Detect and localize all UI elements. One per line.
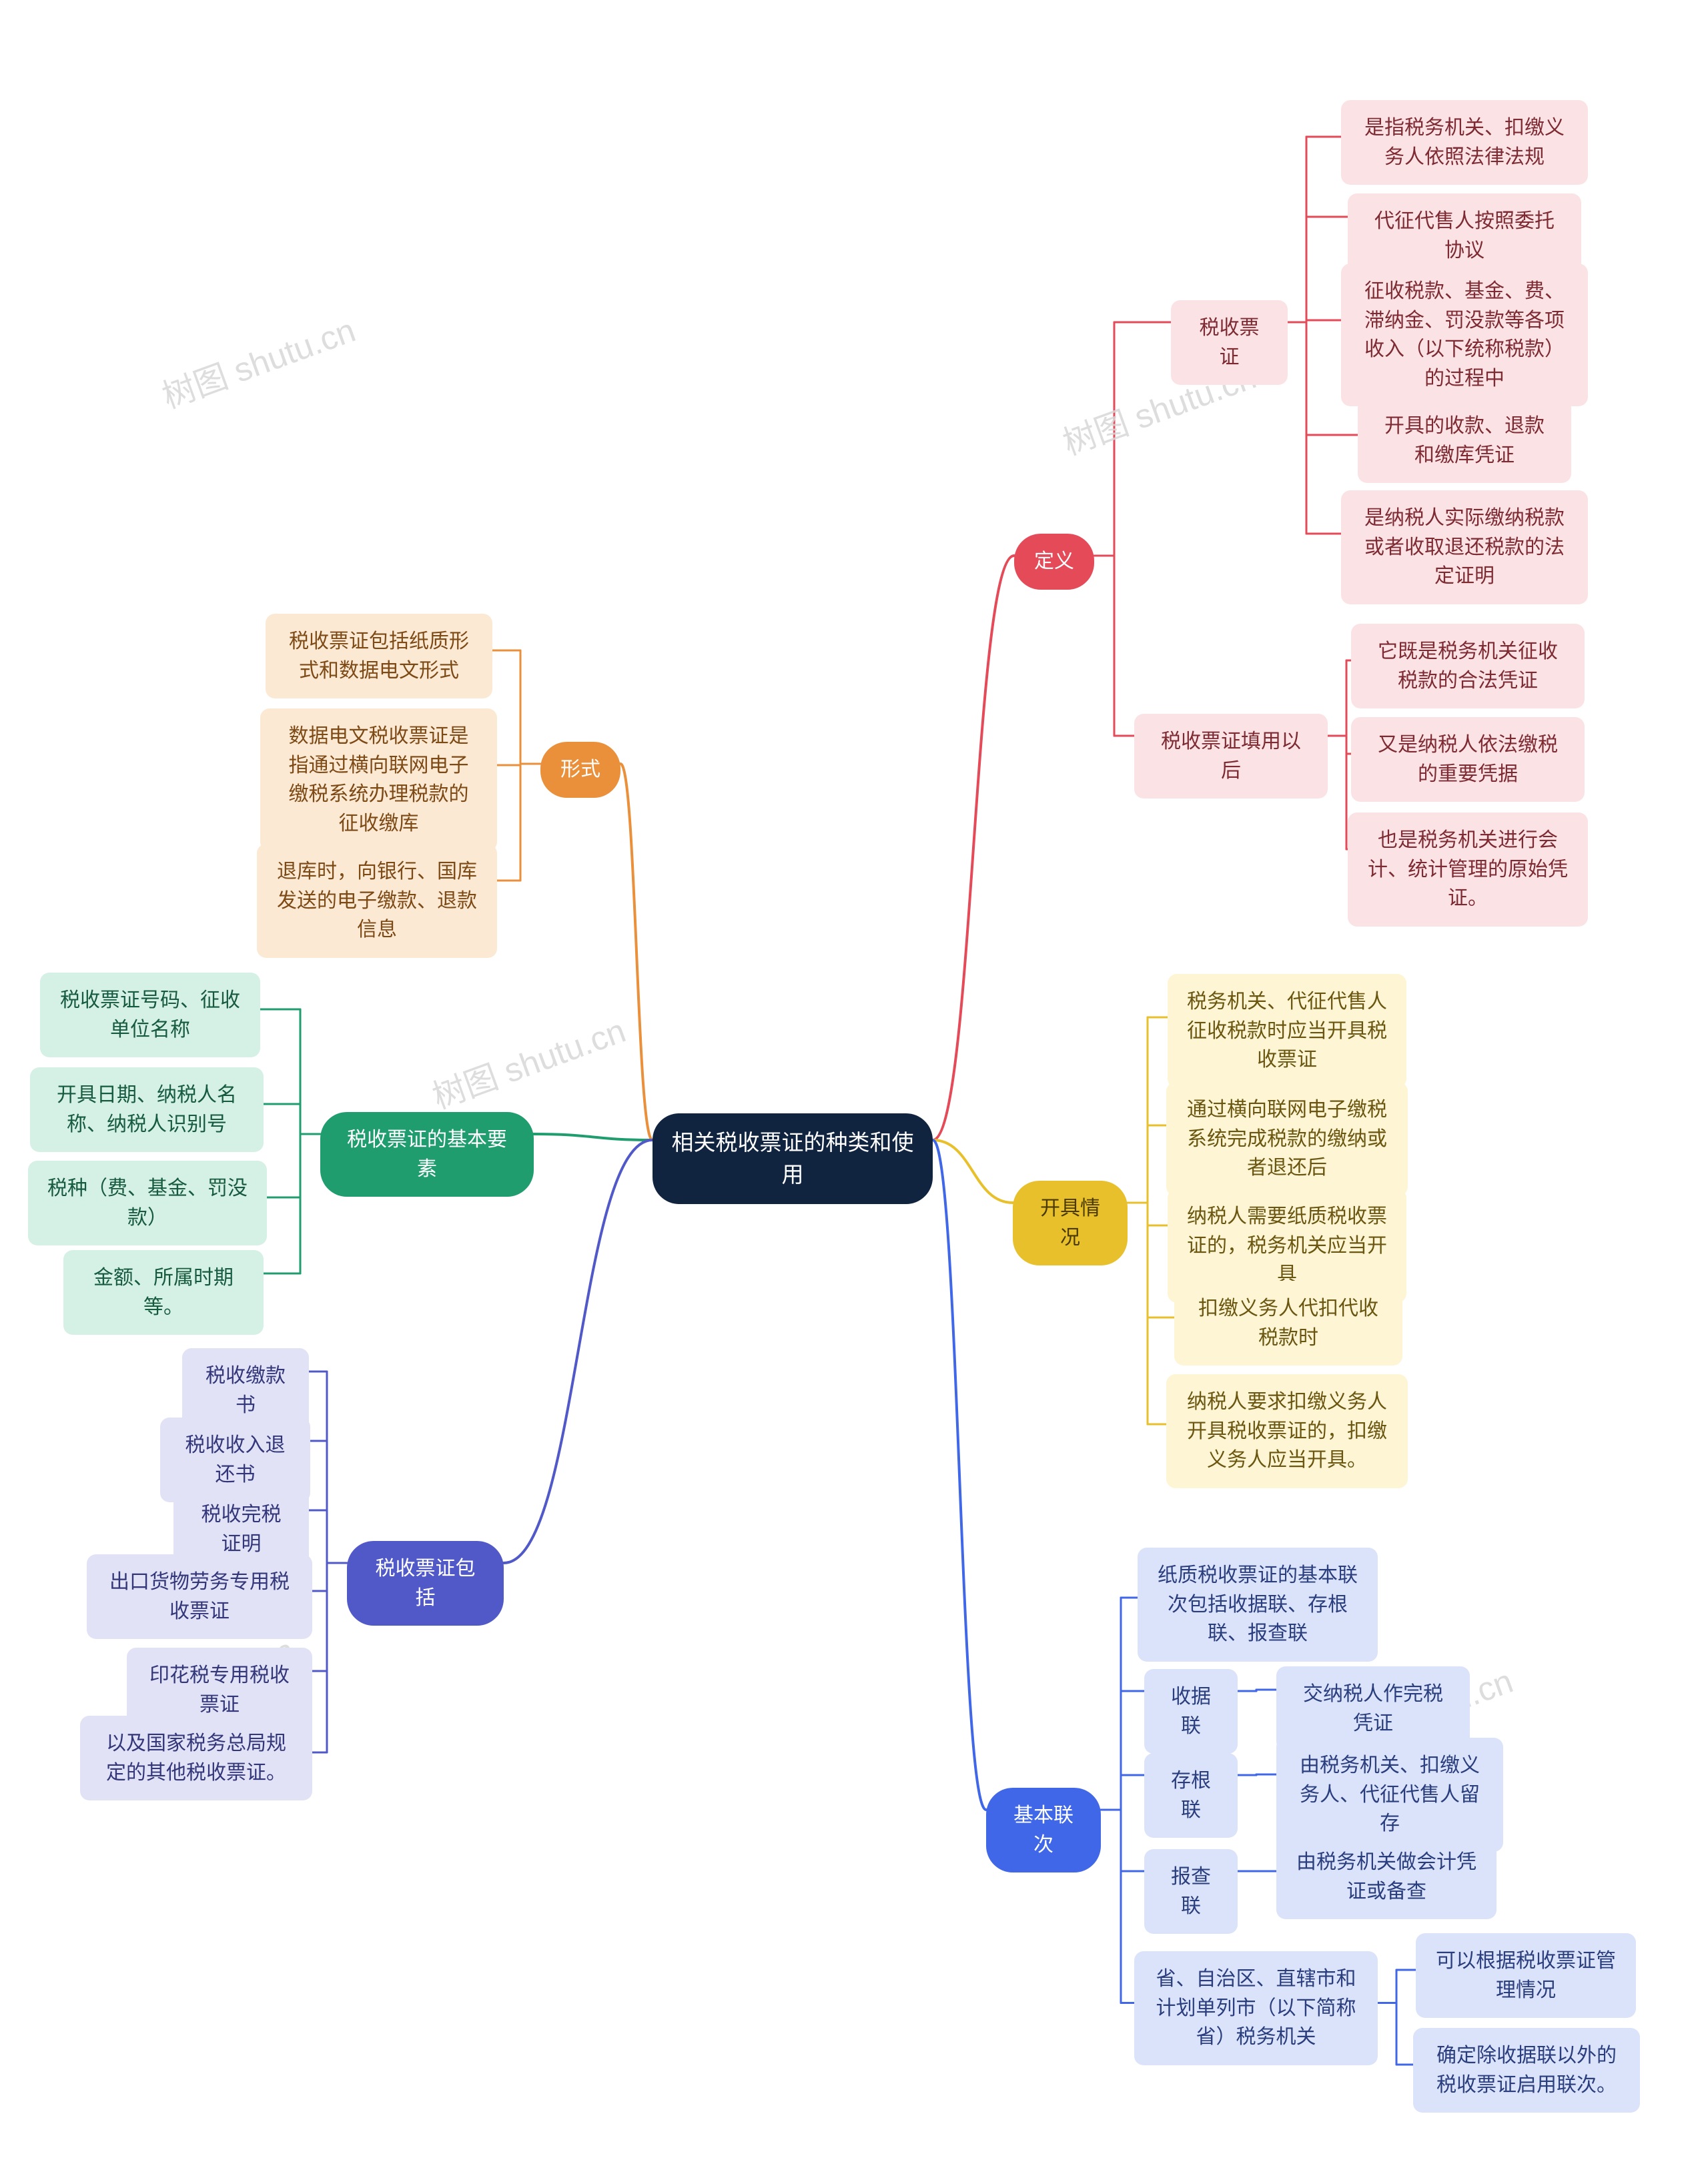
node-i5[interactable]: 纳税人要求扣缴义务人开具税收票证的，扣缴义务人应当开具。 [1166,1374,1408,1488]
node-c4a[interactable]: 由税务机关做会计凭证或备查 [1276,1834,1497,1919]
node-i2[interactable]: 通过横向联网电子缴税系统完成税款的缴纳或者退还后 [1166,1082,1408,1196]
node-e4[interactable]: 金额、所属时期等。 [63,1250,264,1335]
node-e2[interactable]: 开具日期、纳税人名称、纳税人识别号 [30,1067,264,1152]
node-i1[interactable]: 税务机关、代征代售人征收税款时应当开具税收票证 [1168,974,1406,1088]
node-c2[interactable]: 收据联 [1144,1669,1238,1754]
node-d2[interactable]: 税收票证填用以后 [1134,714,1328,798]
branch-b_def[interactable]: 定义 [1014,534,1094,590]
node-e3[interactable]: 税种（费、基金、罚没款） [28,1161,267,1245]
node-d2c[interactable]: 也是税务机关进行会计、统计管理的原始凭证。 [1348,813,1588,927]
root-node[interactable]: 相关税收票证的种类和使用 [653,1113,933,1204]
node-d1e[interactable]: 是纳税人实际缴纳税款或者收取退还税款的法定证明 [1341,490,1588,604]
branch-b_form[interactable]: 形式 [540,742,620,798]
node-f1[interactable]: 税收票证包括纸质形式和数据电文形式 [266,614,492,698]
watermark: 树图 shutu.cn [425,1004,631,1118]
node-d2b[interactable]: 又是纳税人依法缴税的重要凭据 [1351,717,1585,802]
node-c4[interactable]: 报查联 [1144,1849,1238,1934]
node-d1[interactable]: 税收票证 [1171,300,1288,385]
node-d1d[interactable]: 开具的收款、退款和缴库凭证 [1358,398,1571,483]
branch-b_elem[interactable]: 税收票证的基本要素 [320,1112,534,1197]
node-f3[interactable]: 退库时，向银行、国库发送的电子缴款、退款信息 [257,844,497,958]
node-d1a[interactable]: 是指税务机关、扣缴义务人依照法律法规 [1341,100,1588,185]
node-f2[interactable]: 数据电文税收票证是指通过横向联网电子缴税系统办理税款的征收缴库 [260,708,497,851]
node-i4[interactable]: 扣缴义务人代扣代收税款时 [1174,1281,1402,1366]
watermark: 树图 shutu.cn [155,304,361,418]
node-c1[interactable]: 纸质税收票证的基本联次包括收据联、存根联、报查联 [1138,1548,1378,1662]
node-d2a[interactable]: 它既是税务机关征收税款的合法凭证 [1351,624,1585,708]
branch-b_inc[interactable]: 税收票证包括 [347,1541,504,1626]
node-n6[interactable]: 以及国家税务总局规定的其他税收票证。 [80,1716,312,1800]
node-c5[interactable]: 省、自治区、直辖市和计划单列市（以下简称省）税务机关 [1134,1951,1378,2065]
node-d1c[interactable]: 征收税款、基金、费、滞纳金、罚没款等各项收入（以下统称税款）的过程中 [1341,263,1588,406]
node-c3[interactable]: 存根联 [1144,1753,1238,1838]
node-c5b[interactable]: 确定除收据联以外的税收票证启用联次。 [1413,2028,1640,2113]
node-n4[interactable]: 出口货物劳务专用税收票证 [87,1554,312,1639]
node-e1[interactable]: 税收票证号码、征收单位名称 [40,973,260,1057]
branch-b_copy[interactable]: 基本联次 [986,1788,1101,1872]
node-c5a[interactable]: 可以根据税收票证管理情况 [1416,1933,1636,2018]
branch-b_issue[interactable]: 开具情况 [1013,1181,1128,1265]
